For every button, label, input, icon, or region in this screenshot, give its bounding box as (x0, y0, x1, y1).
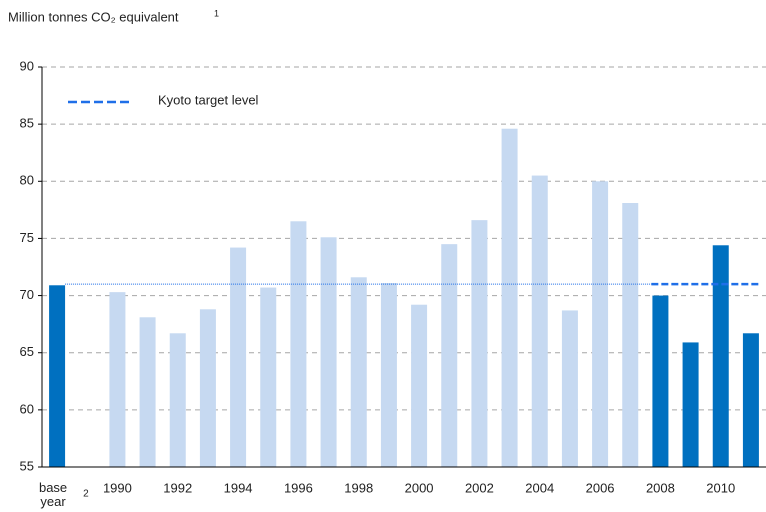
x-tick-label: 2010 (706, 480, 735, 495)
y-tick-label: 80 (20, 173, 34, 188)
bar (109, 292, 126, 467)
y-tick-label: 90 (20, 58, 34, 73)
grid: 55 60 65 70 75 80 85 90 (20, 58, 766, 473)
bar (471, 220, 488, 467)
y-axis-title: Million tonnes CO₂ equivalent (8, 9, 179, 24)
bar (561, 310, 578, 467)
bar (380, 283, 397, 467)
x-tick-label: 1990 (103, 480, 132, 495)
bars (49, 128, 759, 468)
x-tick-label-footnote: 2 (83, 489, 89, 500)
bar (592, 181, 609, 468)
y-tick-label: 60 (20, 401, 34, 416)
x-tick-label: 2004 (525, 480, 554, 495)
bar (139, 317, 156, 467)
bar (682, 342, 699, 467)
bar (652, 295, 669, 467)
y-tick-label: 85 (20, 116, 34, 131)
y-tick-label: 55 (20, 458, 34, 473)
x-tick-label: 1998 (344, 480, 373, 495)
bar (320, 237, 337, 467)
bar (531, 175, 548, 468)
x-tick-label: 2000 (405, 480, 434, 495)
legend-label: Kyoto target level (158, 92, 259, 107)
bar (742, 333, 759, 467)
bar (260, 287, 277, 467)
x-tick-label: 2002 (465, 480, 494, 495)
bar (49, 285, 66, 467)
x-tick-label: 1992 (163, 480, 192, 495)
y-tick-label: 70 (20, 287, 34, 302)
bar (169, 333, 186, 467)
bar (501, 128, 518, 467)
x-tick-label: base year (39, 480, 67, 509)
overlay: base year 2 1990 1992 1994 1996 1998 2000 2002 200… (39, 67, 766, 509)
x-tick-label: 1996 (284, 480, 313, 495)
y-axis-title-footnote: 1 (214, 8, 219, 18)
y-tick-label: 75 (20, 230, 34, 245)
bar (622, 203, 639, 467)
x-tick-label: 1994 (224, 480, 253, 495)
bar (712, 245, 729, 467)
bar (199, 309, 216, 467)
bar (230, 247, 247, 467)
x-tick-label: 2008 (646, 480, 675, 495)
bar (411, 304, 428, 467)
x-tick-label: 2006 (586, 480, 615, 495)
bar (290, 221, 307, 467)
bar (350, 277, 367, 467)
bar (441, 244, 458, 467)
y-tick-label: 65 (20, 344, 34, 359)
